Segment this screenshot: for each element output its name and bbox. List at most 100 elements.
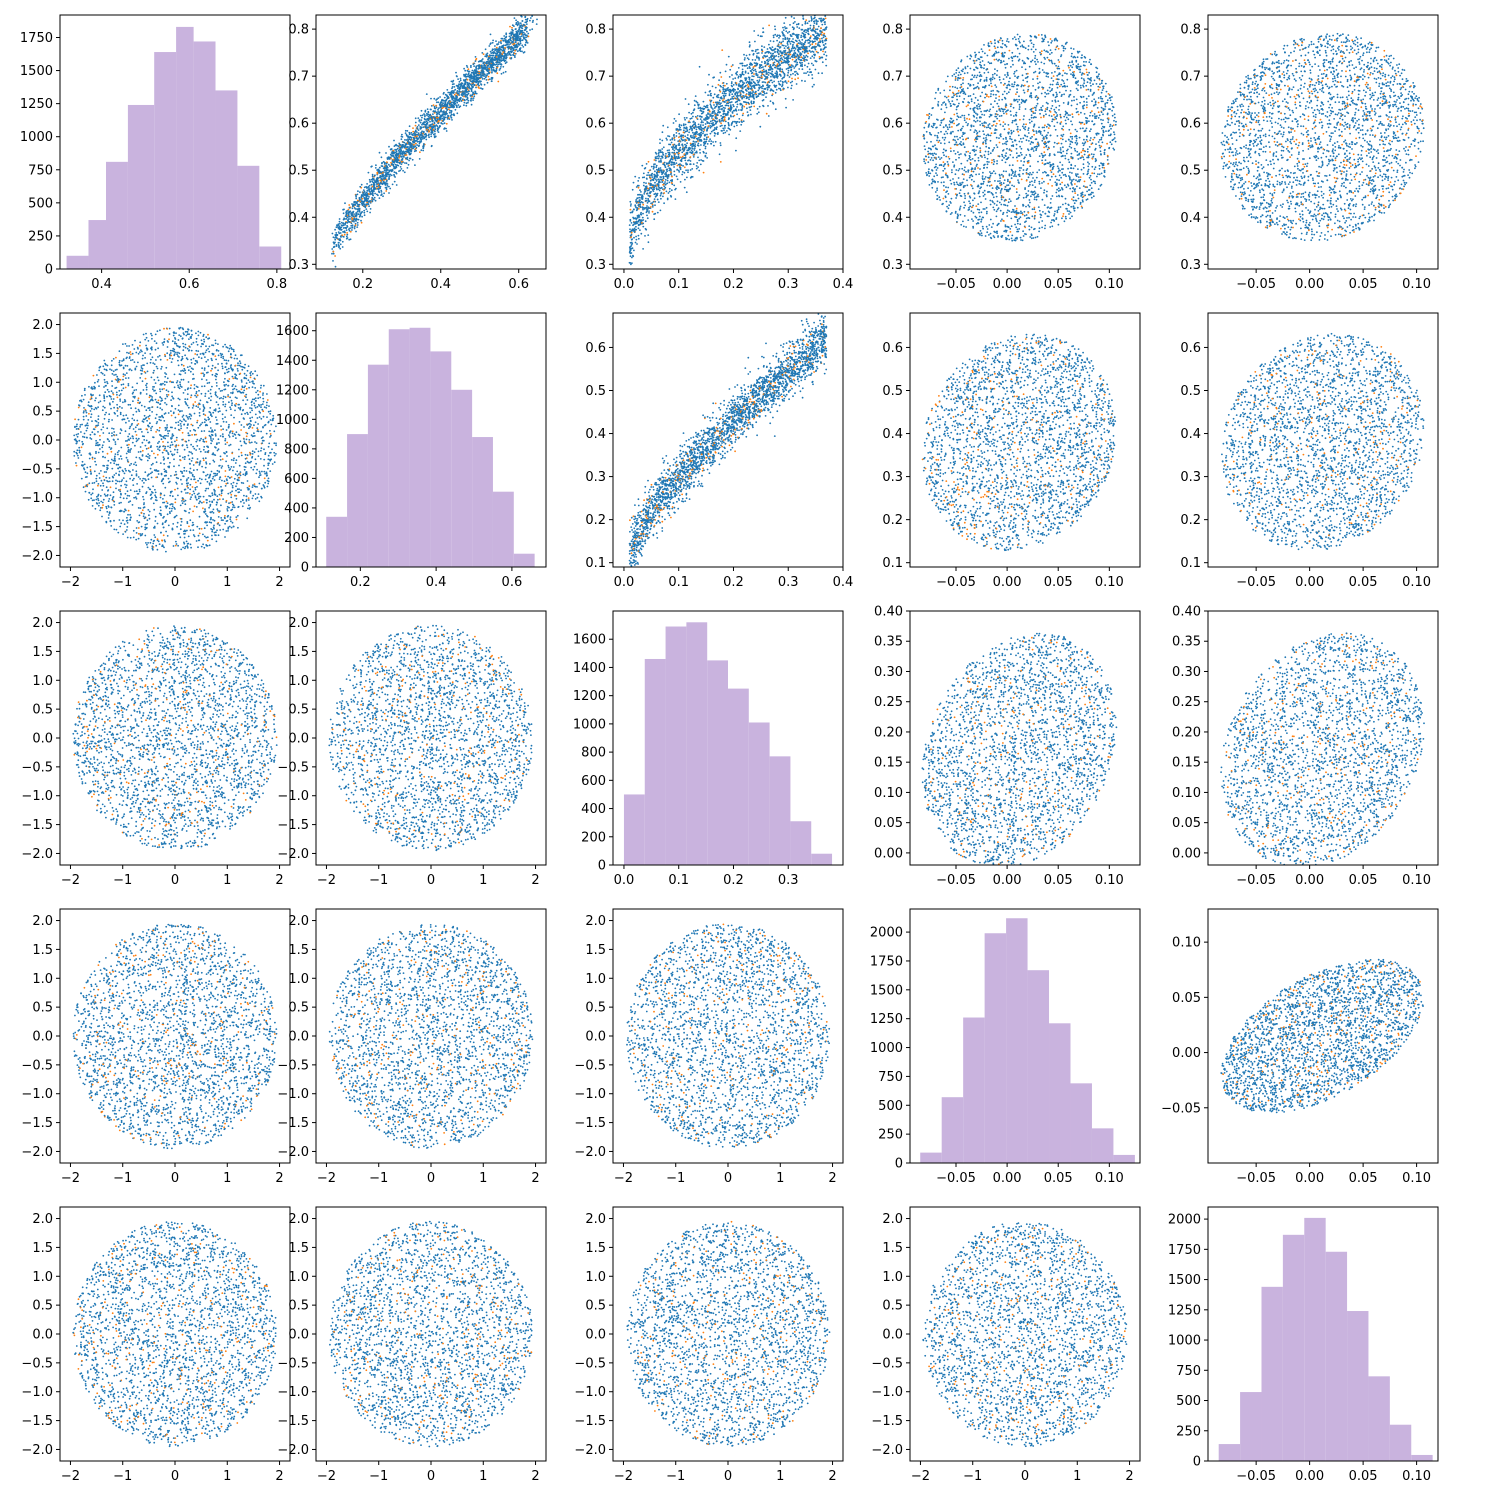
scatter-point [697,133,699,136]
scatter-point [441,99,443,102]
scatter-point [453,101,455,104]
scatter-point [432,126,435,129]
scatter-point [385,188,388,191]
scatter-point [398,151,401,153]
scatter-point [673,184,676,187]
scatter-point [473,84,476,87]
scatter-point [418,135,421,138]
scatter-point [706,106,709,109]
scatter-point [400,144,402,146]
scatter-point [380,194,382,197]
scatter-point [719,84,722,87]
scatter-point [818,57,821,60]
scatter-point [677,169,680,172]
scatter-point [339,247,342,250]
scatter-point [638,200,641,203]
scatter-point [800,53,803,55]
scatter-point [430,145,433,148]
scatter-point [441,103,443,106]
scatter-point [680,124,683,127]
scatter-point [396,158,399,161]
scatter-point [778,82,781,85]
scatter-point [404,146,407,148]
scatter-point [447,106,450,109]
scatter-point [685,127,688,129]
scatter-point [490,80,493,83]
scatter-point [512,36,514,39]
scatter-point [437,97,440,99]
scatter-point [357,190,359,193]
scatter-point [813,53,816,56]
scatter-point [474,75,476,77]
scatter-point [407,145,409,148]
scatter-point [783,76,785,79]
scatter-point [477,68,480,70]
scatter-point [678,148,681,151]
hist-bar [176,26,194,269]
scatter-point [455,71,457,74]
scatter-point [367,193,370,195]
scatter-point [441,113,444,115]
scatter-point [708,90,711,93]
scatter-point [356,193,359,196]
scatter-point [515,45,518,48]
scatter-point [678,142,680,145]
scatter-point [706,127,709,129]
scatter-point [805,19,808,21]
scatter-point [648,212,650,214]
scatter-point [417,138,420,140]
scatter-point [768,24,770,27]
scatter-point [665,168,668,171]
scatter-point [503,35,506,37]
scatter-point [822,36,825,39]
scatter-point [383,161,386,164]
scatter-point [498,69,501,71]
scatter-point [731,111,734,113]
scatter-point [814,68,817,71]
scatter-point [472,97,475,99]
scatter-point [452,79,455,82]
scatter-point [475,84,478,87]
scatter-point [794,39,797,42]
scatter-point [679,164,681,167]
scatter-point [717,111,719,114]
scatter-point [709,132,712,135]
scatter-point [365,208,368,211]
scatter-point [439,96,441,98]
scatter-point [332,241,335,244]
y-tick-label: 0.6 [288,117,309,132]
scatter-point [772,40,775,43]
scatter-point [388,169,390,172]
scatter-point [743,86,746,88]
scatter-point [724,124,726,127]
scatter-point [338,246,340,249]
scatter-point [659,138,661,141]
scatter-point [746,84,749,86]
scatter-point [677,163,680,166]
scatter-point [476,70,479,73]
scatter-point [340,221,343,224]
scatter-point [420,109,423,112]
scatter-point [444,113,447,116]
scatter-point [631,210,634,213]
scatter-point [692,120,695,123]
scatter-point [793,67,796,69]
scatter-point [371,192,374,195]
scatter-point [824,51,827,53]
scatter-point [654,204,656,207]
scatter-point [678,129,680,132]
scatter-point [736,120,739,123]
scatter-point [484,66,486,69]
scatter-point [382,195,384,198]
scatter-point [789,53,792,56]
scatter-point [368,196,370,198]
scatter-point [491,57,494,60]
scatter-point [727,98,730,101]
scatter-point [724,94,727,97]
scatter-point [784,26,786,28]
scatter-point [413,143,415,146]
scatter-point [729,110,732,112]
scatter-point [515,43,518,46]
panel-r0-c1-scatter: 0.2 0.4 0.60.30.40.50.60.70.8 [288,14,547,292]
scatter-point [660,171,663,174]
